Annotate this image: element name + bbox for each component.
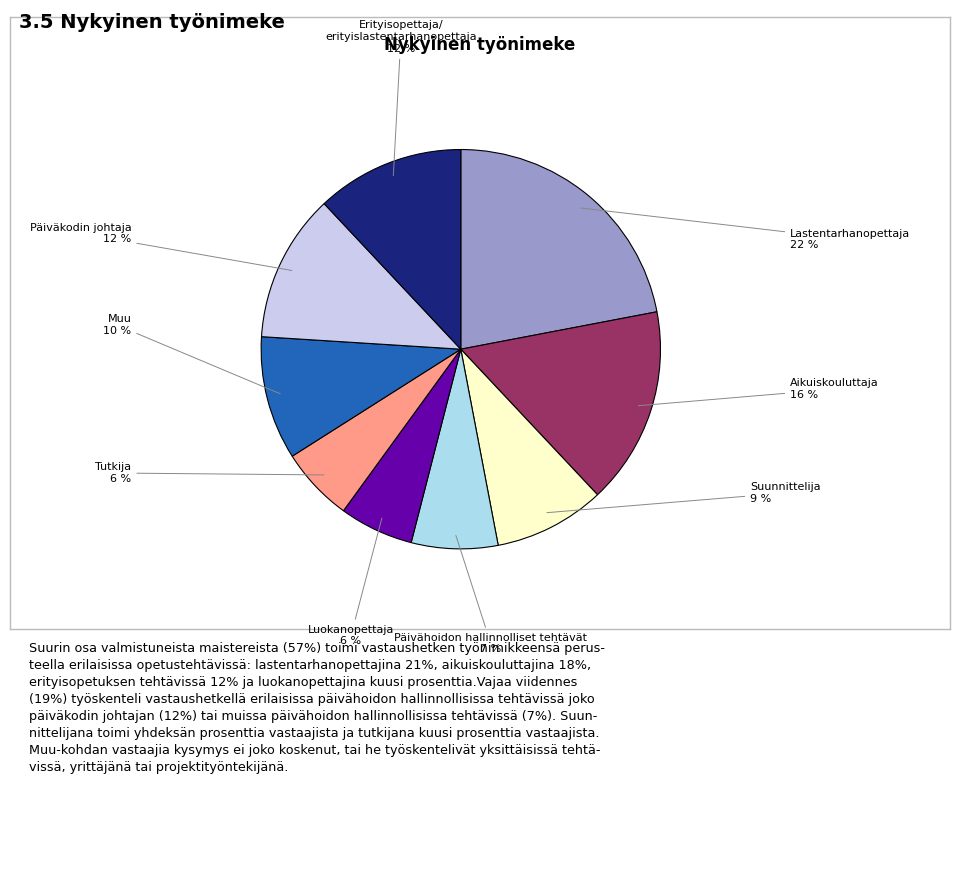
Text: Muu
10 %: Muu 10 % [104, 314, 280, 394]
Wedge shape [461, 149, 657, 349]
Wedge shape [292, 349, 461, 511]
Wedge shape [411, 349, 498, 549]
Text: Suurin osa valmistuneista maistereista (57%) toimi vastaushetken työnimikkeensä : Suurin osa valmistuneista maistereista (… [29, 642, 605, 773]
Wedge shape [461, 312, 660, 495]
Wedge shape [461, 349, 597, 546]
Text: Nykyinen työnimeke: Nykyinen työnimeke [384, 36, 576, 54]
Text: Lastentarhanopettaja
22 %: Lastentarhanopettaja 22 % [581, 208, 910, 251]
Wedge shape [261, 203, 461, 349]
Text: Tutkija
6 %: Tutkija 6 % [95, 462, 324, 484]
Wedge shape [261, 337, 461, 457]
Text: Suunnittelija
9 %: Suunnittelija 9 % [547, 482, 821, 512]
Wedge shape [344, 349, 461, 543]
Text: Päiväkodin johtaja
12 %: Päiväkodin johtaja 12 % [30, 223, 292, 271]
Text: 3.5 Nykyinen työnimeke: 3.5 Nykyinen työnimeke [19, 13, 285, 32]
Text: Aikuiskouluttaja
16 %: Aikuiskouluttaja 16 % [638, 378, 879, 406]
Text: Päivähoidon hallinnolliset tehtävät
7 %: Päivähoidon hallinnolliset tehtävät 7 % [395, 535, 588, 655]
Wedge shape [324, 149, 461, 349]
Text: Luokanopettaja
6 %: Luokanopettaja 6 % [308, 518, 395, 646]
Text: Erityisopettaja/
erityislastentarhanopettaja
12 %: Erityisopettaja/ erityislastentarhanopet… [325, 20, 477, 175]
